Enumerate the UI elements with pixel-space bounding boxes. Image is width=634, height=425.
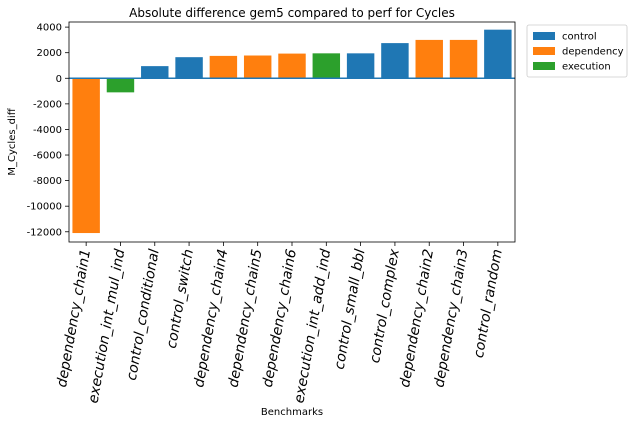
x-tick-label: control_random xyxy=(471,248,506,359)
bar-dependency_chain1 xyxy=(72,78,100,234)
y-tick-label: 0 xyxy=(56,74,62,85)
x-tick-label: control_conditional xyxy=(124,248,163,382)
legend-label-execution: execution xyxy=(562,62,611,73)
x-tick-label: dependency_chain5 xyxy=(226,248,266,389)
y-tick-label: 2000 xyxy=(37,48,62,59)
bar-control_switch xyxy=(175,57,203,79)
legend-swatch-control xyxy=(533,32,555,40)
bar-dependency_chain4 xyxy=(209,55,238,79)
bar-dependency_chain3 xyxy=(449,39,478,79)
legend-swatch-execution xyxy=(533,62,555,70)
x-tick-label: control_complex xyxy=(367,247,403,364)
bar-dependency_chain6 xyxy=(278,53,306,79)
x-tick-label: dependency_chain4 xyxy=(191,248,231,389)
y-tick-label: -4000 xyxy=(33,125,62,136)
y-axis-label: M_Cycles_diff xyxy=(7,107,18,175)
x-tick-label: dependency_chain1 xyxy=(54,248,94,389)
legend-label-control: control xyxy=(562,32,597,43)
y-axis: -12000 -10000 -8000 -6000 -4000 -2000 0 2000 400… xyxy=(27,23,69,238)
bar-control_conditional xyxy=(141,66,169,79)
y-tick-label: -8000 xyxy=(33,176,62,187)
x-tick-label: control_switch xyxy=(164,248,197,350)
x-tick-label: execution_int_add_ind xyxy=(291,248,334,405)
y-tick-label: -12000 xyxy=(27,227,62,238)
bar-execution_int_mul_ind xyxy=(106,78,135,93)
y-tick-label: -10000 xyxy=(27,202,62,213)
x-tick-label: execution_int_mul_ind xyxy=(86,248,129,405)
x-tick-label: control_small_bbl xyxy=(332,248,369,371)
legend-label-dependency: dependency xyxy=(562,47,624,58)
bar-dependency_chain5 xyxy=(243,55,272,79)
x-axis-label: Benchmarks xyxy=(261,407,323,418)
legend: control dependency execution xyxy=(526,24,628,78)
x-tick-label: dependency_chain2 xyxy=(397,248,437,389)
y-tick-label: -6000 xyxy=(33,151,62,162)
bars-group xyxy=(72,29,512,234)
bar-control_small_bbl xyxy=(346,53,375,79)
x-tick-label: dependency_chain3 xyxy=(431,248,471,389)
bar-dependency_chain2 xyxy=(415,39,443,79)
bar-execution_int_add_ind xyxy=(312,53,341,79)
chart-title: Absolute difference gem5 compared to per… xyxy=(129,6,455,20)
y-tick-label: -2000 xyxy=(33,99,62,110)
x-axis: dependency_chain1execution_int_mul_indco… xyxy=(54,242,506,405)
y-tick-label: 4000 xyxy=(37,23,62,34)
bar-control_random xyxy=(484,29,512,79)
legend-swatch-dependency xyxy=(533,47,555,55)
bar-control_complex xyxy=(381,43,409,79)
x-tick-label: dependency_chain6 xyxy=(260,248,300,389)
